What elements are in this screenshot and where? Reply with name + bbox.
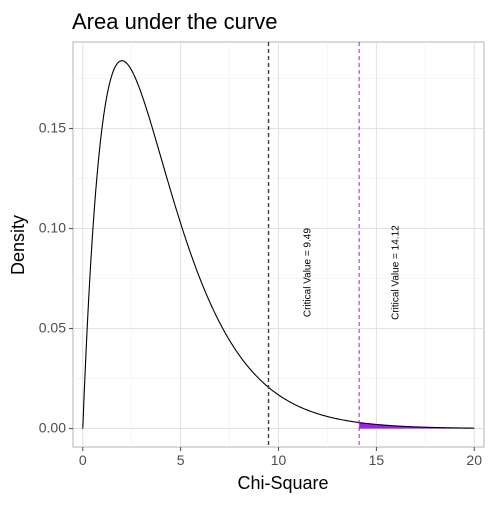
x-axis-ticks: 0 5 10 15 20 — [79, 447, 482, 468]
grid-lines — [73, 42, 484, 447]
y-tick-label: 0.10 — [39, 219, 66, 235]
y-tick-label: 0.15 — [39, 119, 66, 135]
annotations-layer: Critical Value = 9.49 Critical Value = 14… — [302, 225, 401, 320]
x-tick-label: 10 — [271, 452, 287, 468]
critical-value-label-1: Critical Value = 9.49 — [302, 228, 313, 317]
x-axis-title: Chi-Square — [237, 473, 328, 493]
critical-value-label-2: Critical Value = 14.12 — [391, 225, 402, 320]
x-tick-label: 5 — [177, 452, 185, 468]
y-axis-ticks: 0.00 0.05 0.10 0.15 — [39, 119, 73, 435]
x-tick-label: 0 — [79, 452, 87, 468]
y-tick-label: 0.00 — [39, 419, 66, 435]
chart-title: Area under the curve — [72, 9, 277, 34]
y-tick-label: 0.05 — [39, 319, 66, 335]
shaded-tail-area — [359, 422, 475, 429]
x-tick-label: 15 — [369, 452, 385, 468]
density-curve — [82, 60, 475, 429]
series-layer — [82, 42, 475, 447]
y-axis-title: Density — [8, 215, 28, 275]
x-tick-label: 20 — [466, 452, 482, 468]
